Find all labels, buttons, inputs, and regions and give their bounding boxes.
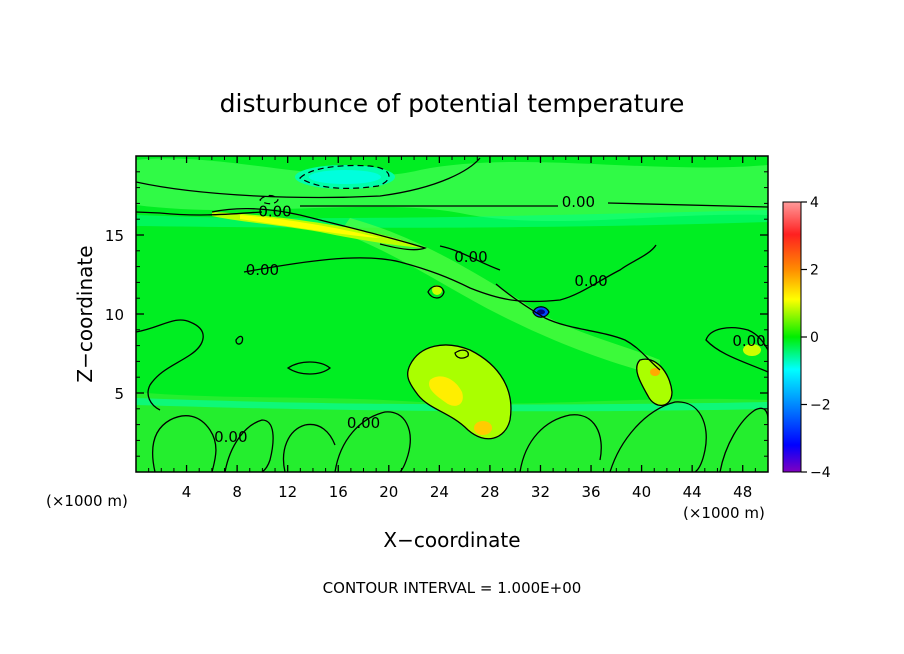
contour-line [334,411,411,472]
contour-line [136,211,263,216]
y-tick-label: 5 [114,385,124,403]
contour-line [300,202,768,208]
x-axis-ticks: 4 8 12 16 20 24 28 32 36 40 44 48 [148,156,756,501]
contour-line [136,319,204,411]
colorbar-tick-label: 4 [810,195,819,211]
colorbar [782,201,802,473]
field-lower-region [136,392,768,472]
contour-line [609,401,707,472]
contour-label: 0.00 [562,193,595,211]
x-tick-label: 16 [329,483,348,501]
chart-title: disturbunce of potential temperature [220,89,685,118]
contour-line [243,244,657,303]
cold-pocket-core [309,170,381,184]
x-tick-label: 48 [733,483,752,501]
contour-line [235,335,244,345]
contour-line [719,407,768,472]
x-tick-label: 40 [632,483,651,501]
contour-line [519,414,602,472]
x-tick-label: 20 [379,483,398,501]
x-tick-label: 36 [581,483,600,501]
cold-cell-core [537,309,545,315]
colorbar-tick-label: 2 [810,263,819,279]
x-unit-left: (×1000 m) [46,492,128,510]
colorbar-tick-label: 0 [810,330,819,346]
x-tick-label: 44 [683,483,702,501]
x-tick-label: 4 [182,483,192,501]
contour-label: 0.00 [454,248,487,266]
contour-line [136,157,481,199]
x-tick-label: 32 [531,483,550,501]
dashed-contour [259,194,279,205]
warm-spot-mid [432,285,442,295]
y-axis-label: Z−coordinate [73,245,97,382]
contour-line [211,207,427,251]
x-tick-label: 8 [232,483,242,501]
warm-patch-right [636,359,672,406]
contour-line [532,306,550,318]
warm-spot-right [650,368,660,376]
y-axis-ticks: 5 10 15 [105,171,768,457]
colorbar-tick-label: −2 [810,398,831,414]
contour-labels: 0.00 0.00 0.00 0.00 0.00 0.00 0.00 0.00 [214,193,766,446]
contour-line [152,415,217,472]
contour-line [439,245,501,271]
contour-line [224,419,274,472]
contour-interval-footer: CONTOUR INTERVAL = 1.000E+00 [323,579,582,597]
field-diagonal-band [340,218,660,376]
contour-label: 0.00 [347,414,380,432]
negative-contours [259,164,390,205]
x-axis-label: X−coordinate [383,528,520,552]
dashed-contour [299,164,390,189]
contour-label: 0.00 [258,202,291,220]
zero-contours [136,157,768,472]
contour-line [495,283,661,371]
colorbar-ticks: 4 2 0 −2 −4 [801,195,831,481]
contour-line [454,349,469,359]
x-tick-label: 24 [430,483,449,501]
contour-label: 0.00 [246,261,279,279]
x-tick-label: 12 [278,483,297,501]
x-tick-label: 28 [480,483,499,501]
contour-line [407,344,512,440]
contour-line [286,361,332,375]
contour-label: 0.00 [574,272,607,290]
contour-line [427,285,445,299]
contour-line [705,327,768,373]
heatmap-field [136,156,768,472]
contour-label: 0.00 [214,428,247,446]
contour-label: 0.00 [732,332,765,350]
warm-cell-spot [474,421,492,435]
x-unit-right: (×1000 m) [683,504,765,522]
y-tick-label: 15 [105,227,124,245]
warm-cell-core [429,376,463,406]
warm-spot-far-right [743,344,761,356]
warm-band-core [240,215,380,238]
contour-line [282,423,336,472]
colorbar-tick-label: −4 [810,465,831,481]
field-light-upper [136,158,768,222]
y-tick-label: 10 [105,306,124,324]
contour-line [636,358,673,406]
